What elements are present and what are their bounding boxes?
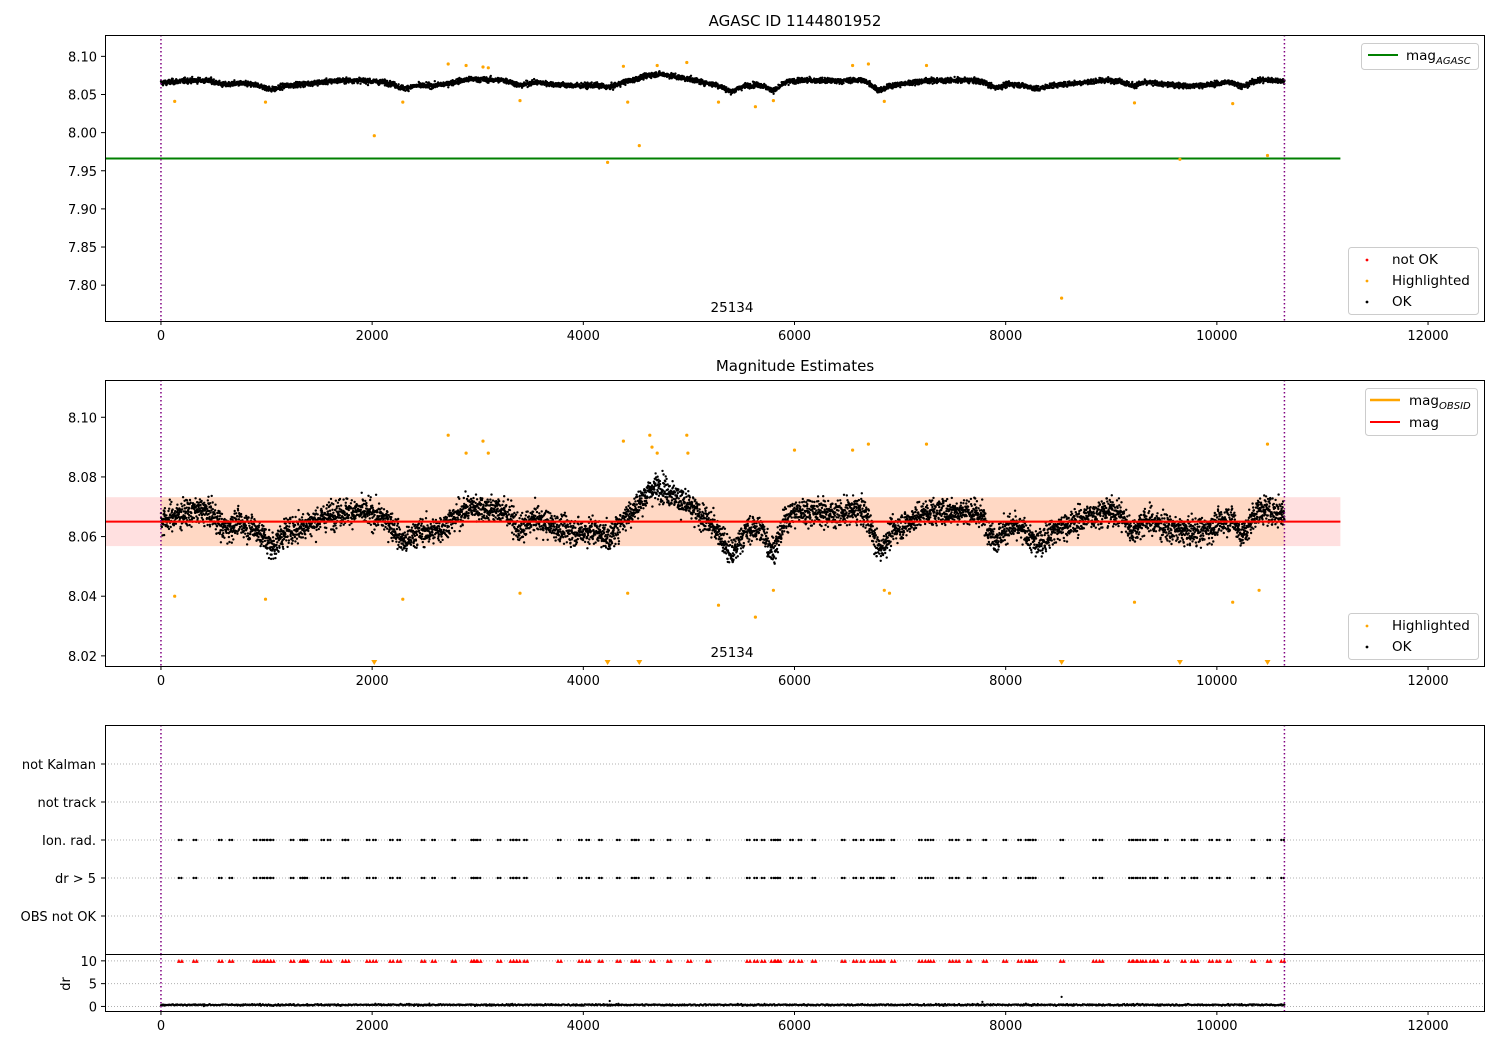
ok-point <box>1162 85 1164 87</box>
ok-point <box>953 76 955 78</box>
ok-point <box>407 90 409 92</box>
ok-point <box>233 79 235 81</box>
ok-point <box>299 86 301 88</box>
ok-point <box>397 83 399 85</box>
ok-point <box>191 76 193 78</box>
ok-point <box>787 84 789 86</box>
ok-point <box>434 80 436 82</box>
ok-point <box>1013 86 1015 88</box>
ok-point <box>674 72 676 74</box>
ok-point <box>690 75 692 77</box>
ok-point <box>317 84 319 86</box>
ok-point <box>741 89 743 91</box>
ok-point <box>353 82 355 84</box>
ok-point <box>899 86 901 88</box>
ok-point <box>367 84 369 86</box>
ok-point <box>172 78 174 80</box>
agasc-panel-title: AGASC ID 1144801952 <box>709 12 882 30</box>
ok-point <box>1056 86 1058 88</box>
ok-point <box>447 86 449 88</box>
ok-point <box>842 82 844 84</box>
ok-point <box>725 86 727 88</box>
ok-point <box>642 78 644 80</box>
ok-point <box>490 75 492 77</box>
ok-point <box>213 78 215 80</box>
ok-point <box>359 83 361 85</box>
ok-point <box>1037 85 1039 87</box>
ok-point <box>162 84 164 86</box>
ok-point <box>1131 81 1133 83</box>
ok-point <box>1064 81 1066 83</box>
ok-point <box>624 84 626 86</box>
ok-point <box>612 89 614 91</box>
ok-point <box>821 77 823 79</box>
ok-point <box>591 81 593 83</box>
ok-point <box>479 81 481 83</box>
ok-point <box>1128 81 1130 83</box>
ok-point <box>772 93 774 95</box>
ok-point <box>218 80 220 82</box>
